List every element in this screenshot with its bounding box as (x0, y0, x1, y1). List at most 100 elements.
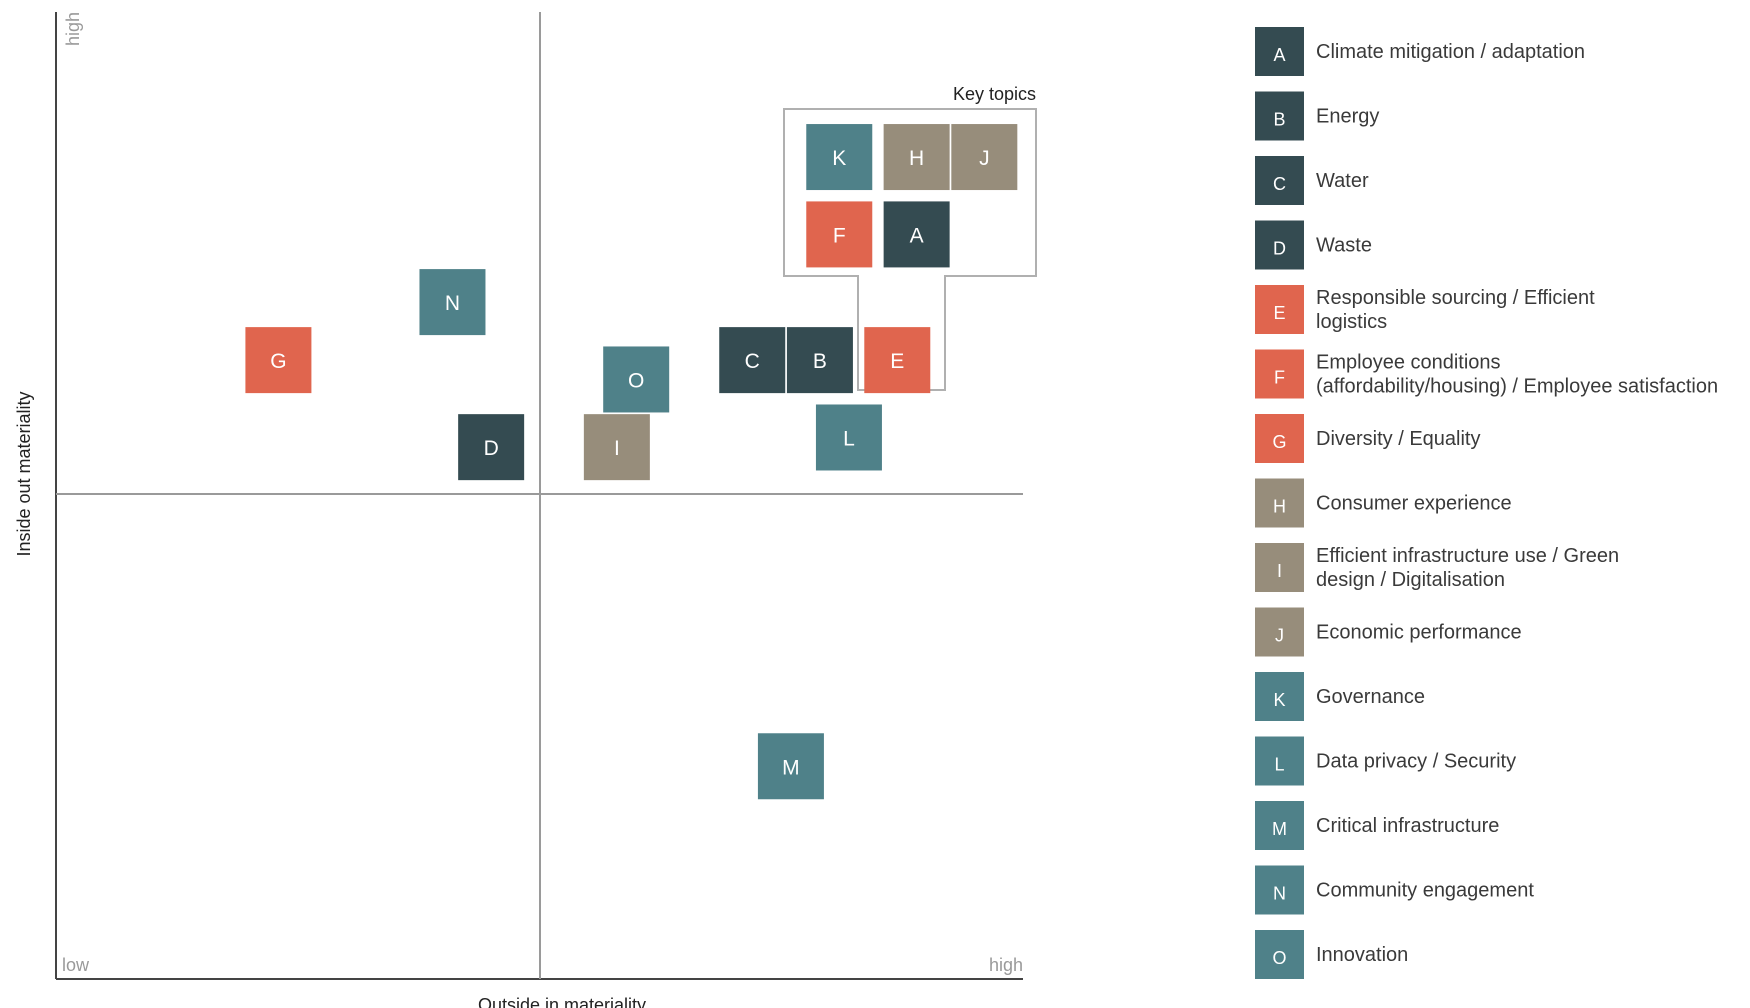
legend-label: Employee conditions (affordability/housin… (1316, 352, 1718, 398)
legend-letter: I (1277, 561, 1282, 581)
x-high-label: high (989, 955, 1023, 975)
mark-letter: F (833, 224, 846, 247)
mark-i: I (583, 414, 650, 481)
legend-label: Data privacy / Security (1316, 751, 1516, 773)
mark-square (786, 327, 853, 394)
mark-letter: N (445, 292, 460, 315)
mark-letter: J (979, 147, 990, 170)
mark-o: O (603, 346, 670, 413)
legend-letter: A (1273, 45, 1285, 65)
legend-item-f: F Employee conditions (affordability/housi… (1255, 349, 1718, 399)
mark-square (951, 124, 1018, 191)
legend-swatch (1255, 930, 1304, 979)
legend-item-n: N Community engagement (1255, 865, 1534, 915)
legend-item-c: C Water (1255, 156, 1369, 205)
mark-j: J (951, 124, 1018, 191)
mark-letter: K (832, 147, 846, 170)
mark-letter: G (270, 350, 286, 373)
legend-item-h: H Consumer experience (1255, 478, 1512, 528)
legend-label: Economic performance (1316, 622, 1522, 644)
mark-k: K (806, 124, 873, 191)
legend-letter: D (1273, 239, 1286, 259)
mark-letter: C (745, 350, 760, 373)
legend-swatch (1255, 27, 1304, 76)
mark-m: M (757, 733, 824, 800)
mark-square (806, 201, 873, 268)
legend-label: Water (1316, 170, 1369, 192)
mark-h: H (883, 124, 950, 191)
y-axis-title: Inside out materiality (14, 391, 34, 556)
mark-square (603, 346, 670, 413)
legend: A Climate mitigation / adaptation B Energy C… (1255, 27, 1718, 979)
mark-letter: M (782, 756, 800, 779)
legend-label: Responsible sourcing / Efficient logistic… (1316, 287, 1595, 333)
mark-letter: H (909, 147, 924, 170)
legend-letter: G (1272, 432, 1286, 452)
mark-letter: D (484, 437, 499, 460)
mark-l: L (815, 404, 882, 471)
legend-swatch (1255, 156, 1304, 205)
legend-item-l: L Data privacy / Security (1255, 736, 1516, 786)
legend-item-j: J Economic performance (1255, 607, 1522, 657)
legend-swatch (1255, 285, 1304, 334)
mark-square (245, 327, 312, 394)
legend-letter: L (1274, 755, 1284, 775)
legend-letter: B (1273, 110, 1285, 130)
legend-letter: M (1272, 819, 1287, 839)
legend-letter: F (1274, 368, 1285, 388)
mark-f: F (806, 201, 873, 268)
mark-d: D (458, 414, 525, 481)
mark-square (757, 733, 824, 800)
mark-n: N (419, 269, 486, 336)
legend-label: Energy (1316, 106, 1379, 128)
mark-b: B (786, 327, 853, 394)
legend-swatch (1255, 414, 1304, 463)
mark-letter: L (843, 427, 855, 450)
legend-item-b: B Energy (1255, 91, 1379, 141)
legend-item-k: K Governance (1255, 672, 1425, 721)
legend-label: Diversity / Equality (1316, 428, 1481, 450)
mark-e: E (864, 327, 931, 394)
y-high-label: high (63, 12, 83, 46)
legend-swatch (1255, 220, 1304, 270)
key-topics-label: Key topics (953, 84, 1036, 104)
legend-letter: O (1272, 948, 1286, 968)
legend-letter: C (1273, 174, 1286, 194)
legend-letter: H (1273, 497, 1286, 517)
mark-square (419, 269, 486, 336)
mark-square (583, 414, 650, 481)
mark-letter: A (910, 224, 924, 247)
mark-square (719, 327, 786, 394)
mark-a: A (883, 201, 950, 268)
mark-square (883, 201, 950, 268)
legend-letter: E (1273, 303, 1285, 323)
legend-label: Consumer experience (1316, 493, 1512, 515)
legend-label: Efficient infrastructure use / Green desi… (1316, 545, 1619, 591)
legend-item-d: D Waste (1255, 220, 1372, 270)
legend-swatch (1255, 478, 1304, 528)
legend-swatch (1255, 349, 1304, 399)
legend-label: Climate mitigation / adaptation (1316, 41, 1585, 63)
mark-square (883, 124, 950, 191)
marks-layer: A B C D E F G H I J K L M N O (245, 124, 1018, 800)
legend-item-o: O Innovation (1255, 930, 1408, 979)
legend-item-i: I Efficient infrastructure use / Green des… (1255, 543, 1619, 592)
legend-swatch (1255, 91, 1304, 141)
legend-swatch (1255, 543, 1304, 592)
mark-square (864, 327, 931, 394)
mark-g: G (245, 327, 312, 394)
key-topics-outline (783, 108, 1037, 391)
legend-label: Critical infrastructure (1316, 815, 1499, 837)
legend-item-m: M Critical infrastructure (1255, 801, 1499, 850)
legend-letter: K (1273, 690, 1285, 710)
x-axis-title: Outside in materiality (478, 995, 646, 1008)
mark-square (458, 414, 525, 481)
mark-letter: I (614, 437, 620, 460)
legend-swatch (1255, 672, 1304, 721)
mark-c: C (719, 327, 786, 394)
legend-item-a: A Climate mitigation / adaptation (1255, 27, 1585, 76)
legend-swatch (1255, 865, 1304, 915)
legend-label: Innovation (1316, 944, 1408, 966)
legend-swatch (1255, 801, 1304, 850)
